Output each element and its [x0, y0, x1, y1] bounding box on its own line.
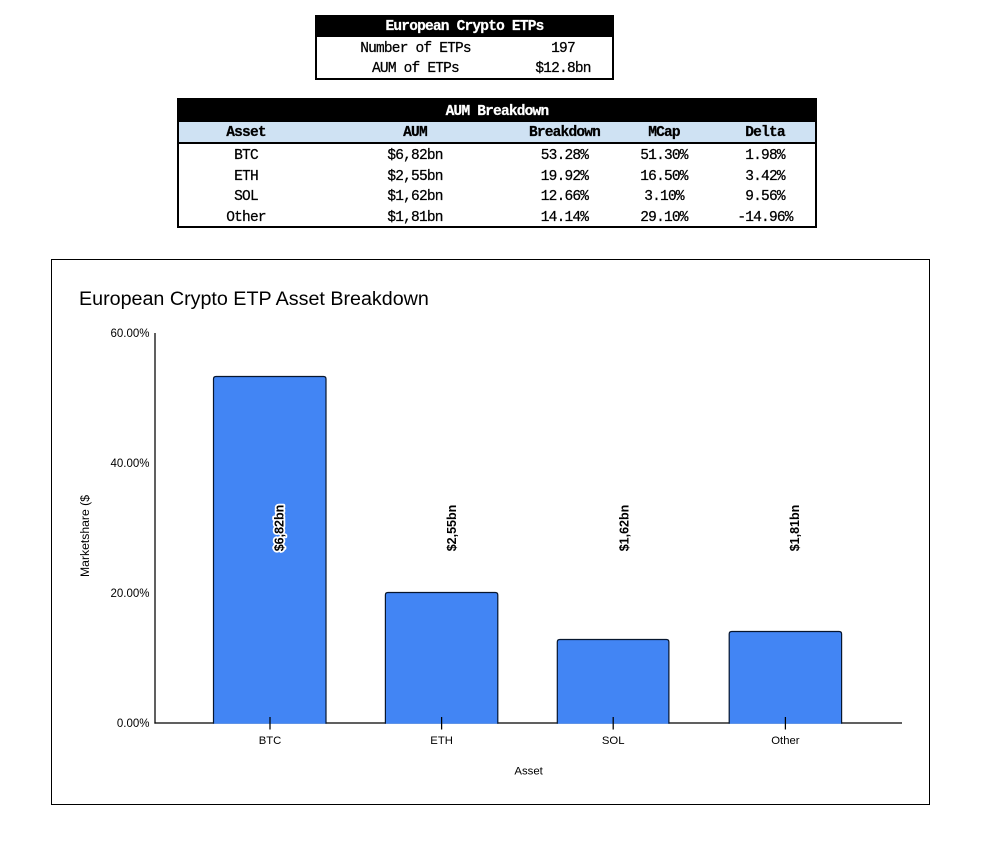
svg-text:BTC: BTC [259, 735, 282, 747]
svg-text:European Crypto ETP Asset Brea: European Crypto ETP Asset Breakdown [79, 288, 429, 310]
svg-text:$1,62bn: $1,62bn [618, 505, 632, 552]
svg-text:$2,55bn: $2,55bn [445, 505, 459, 552]
svg-text:20.00%: 20.00% [110, 588, 149, 600]
svg-text:60.00%: 60.00% [110, 328, 149, 340]
svg-text:$1,81bn: $1,81bn [788, 505, 802, 552]
svg-text:Asset: Asset [514, 766, 543, 778]
svg-text:40.00%: 40.00% [110, 458, 149, 470]
svg-text:$6,82bn: $6,82bn [272, 505, 286, 552]
svg-text:Marketshare ($: Marketshare ($ [78, 495, 92, 577]
svg-text:SOL: SOL [602, 735, 625, 747]
svg-text:0.00%: 0.00% [117, 718, 150, 730]
svg-text:Other: Other [771, 735, 799, 747]
svg-text:ETH: ETH [430, 735, 453, 747]
